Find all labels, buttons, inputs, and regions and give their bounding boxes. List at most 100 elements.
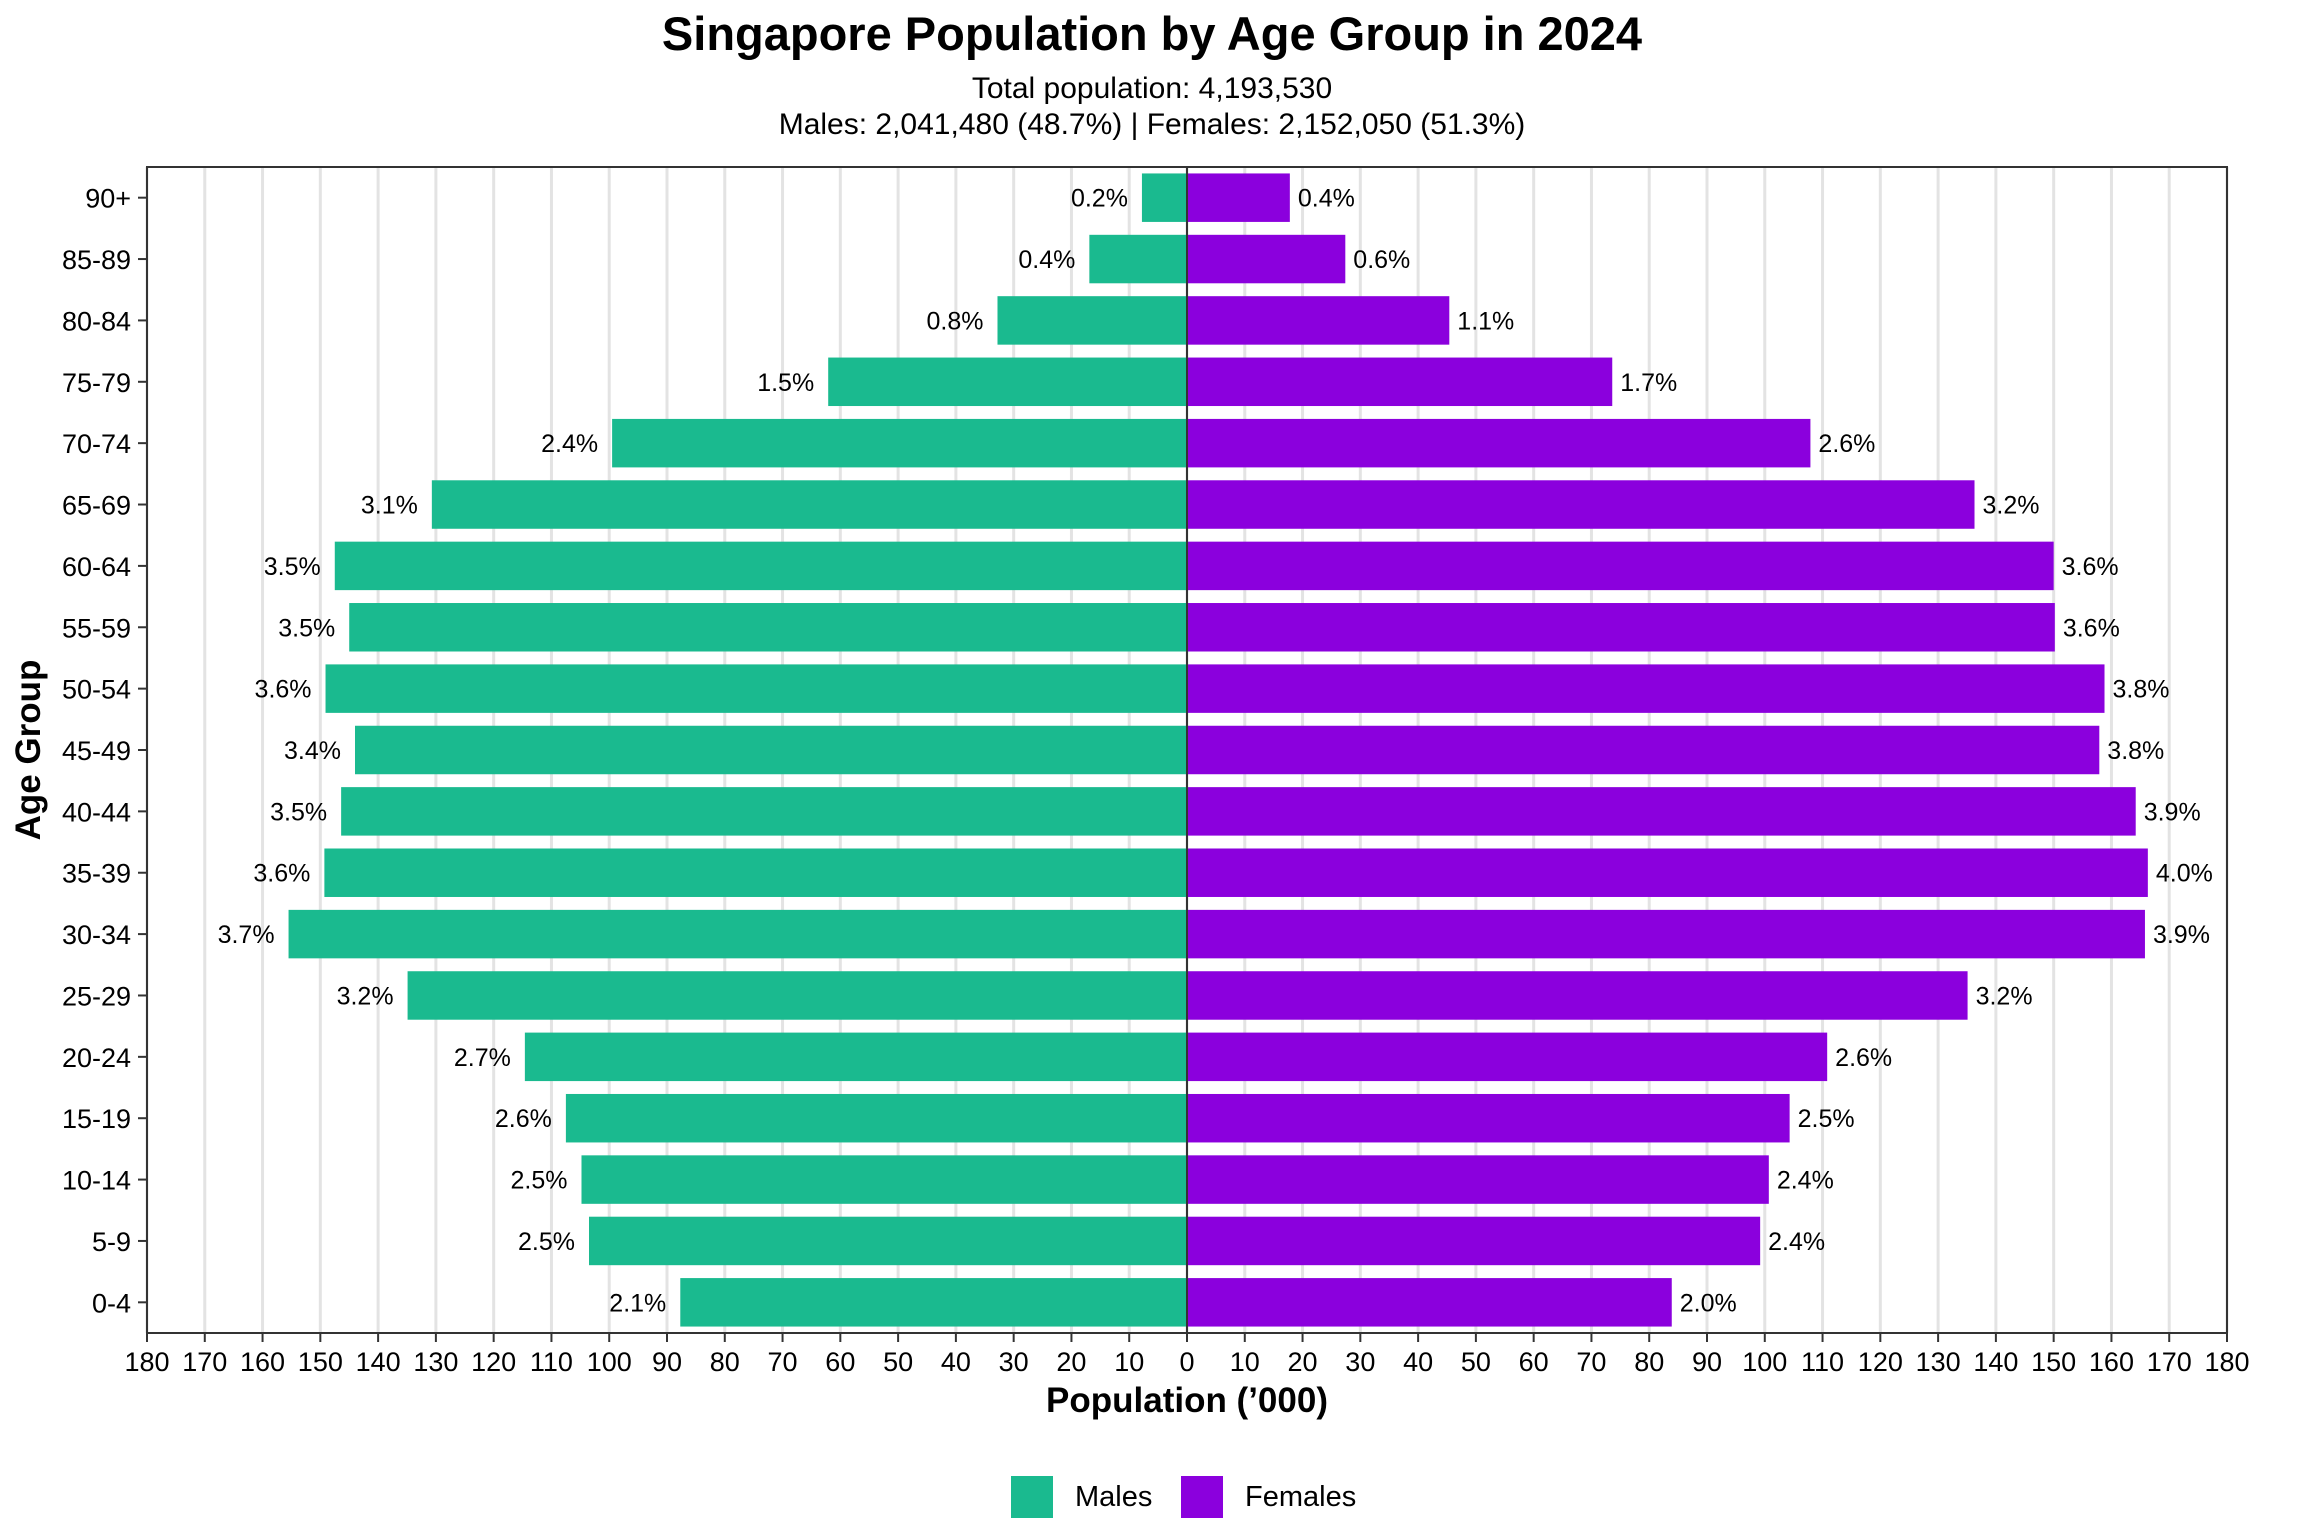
x-tick-label: 110 [530,1347,573,1377]
y-tick-label: 35-39 [62,859,131,889]
female-data-label: 0.6% [1353,246,1410,274]
male-data-label: 3.4% [284,737,341,765]
x-tick-label: 100 [1742,1347,1787,1377]
x-tick-label: 160 [240,1347,285,1377]
y-tick-label: 50-54 [62,675,131,705]
x-tick-label: 150 [2031,1347,2076,1377]
male-bar [524,1032,1187,1082]
male-data-label: 3.2% [337,982,394,1010]
female-bar [1187,234,1346,284]
x-tick-label: 10 [1230,1347,1260,1377]
female-data-label: 4.0% [2156,860,2213,888]
x-tick-label: 60 [825,1347,855,1377]
y-tick-label: 45-49 [62,736,131,766]
x-tick-label: 120 [471,1347,516,1377]
x-tick-label: 50 [883,1347,913,1377]
male-data-label: 3.5% [278,614,335,642]
female-data-label: 3.2% [1983,492,2040,520]
male-data-label: 0.8% [927,307,984,335]
x-axis-title: Population (’000) [1046,1381,1328,1420]
x-tick-label: 30 [1345,1347,1375,1377]
y-axis-title: Age Group [9,660,48,841]
female-data-label: 3.8% [2107,737,2164,765]
y-tick-label: 70-74 [62,429,131,459]
female-bar [1187,848,2148,897]
x-tick-label: 130 [1916,1347,1961,1377]
male-bar [1141,173,1187,222]
x-tick-label: 110 [1801,1347,1844,1377]
male-bar [680,1278,1187,1327]
x-tick-label: 140 [1973,1347,2018,1377]
male-bar [407,971,1188,1020]
x-tick-label: 10 [1114,1347,1144,1377]
y-tick-label: 10-14 [62,1166,131,1196]
female-data-label: 2.6% [1835,1044,1892,1072]
female-data-label: 1.1% [1457,307,1514,335]
y-tick-label: 65-69 [62,491,131,521]
female-bar [1187,480,1975,529]
y-tick-label: 55-59 [62,613,131,643]
y-tick-label: 80-84 [62,306,131,336]
female-bar [1187,418,1811,468]
male-bar [288,909,1187,959]
y-tick-label: 60-64 [62,552,131,582]
male-bar [325,664,1187,713]
x-tick-label: 90 [652,1347,682,1377]
chart-legend: Males Females [0,1474,2304,1520]
female-bar [1187,357,1613,407]
male-data-label: 2.6% [495,1105,552,1133]
x-tick-label: 180 [2204,1347,2249,1377]
female-data-label: 0.4% [1298,185,1355,213]
male-bar [589,1216,1187,1266]
female-data-label: 2.4% [1777,1167,1834,1195]
x-tick-label: 0 [1179,1347,1194,1377]
x-tick-label: 70 [1576,1347,1606,1377]
male-bar [612,418,1187,468]
x-tick-label: 80 [710,1347,740,1377]
x-tick-label: 80 [1634,1347,1664,1377]
legend-swatch-males [1011,1476,1053,1518]
female-bar [1187,603,2055,652]
x-tick-label: 180 [124,1347,169,1377]
female-data-label: 2.6% [1818,430,1875,458]
male-data-label: 3.1% [361,492,418,520]
x-tick-label: 20 [1056,1347,1086,1377]
female-bar [1187,1032,1828,1082]
male-data-label: 2.7% [454,1044,511,1072]
female-bar [1187,725,2100,775]
female-data-label: 2.4% [1768,1228,1825,1256]
female-data-label: 1.7% [1620,369,1677,397]
legend-item-females: Females [1181,1474,1356,1520]
male-data-label: 3.6% [253,860,310,888]
x-tick-label: 40 [941,1347,971,1377]
y-tick-label: 40-44 [62,797,131,827]
male-bar [828,357,1187,407]
female-bar [1187,909,2145,959]
male-bar [341,787,1188,836]
x-tick-label: 70 [768,1347,798,1377]
y-tick-label: 20-24 [62,1043,131,1073]
chart-title: Singapore Population by Age Group in 202… [661,7,1643,60]
y-tick-label: 90+ [85,184,131,214]
male-data-label: 2.1% [609,1289,666,1317]
female-data-label: 3.2% [1976,982,2033,1010]
female-bar [1187,1216,1761,1266]
male-data-label: 3.5% [270,798,327,826]
x-tick-label: 90 [1692,1347,1722,1377]
male-bar [565,1093,1187,1143]
x-tick-label: 40 [1403,1347,1433,1377]
x-tick-label: 120 [1858,1347,1903,1377]
male-data-label: 3.5% [264,553,321,581]
male-data-label: 0.2% [1071,185,1128,213]
male-data-label: 3.6% [255,676,312,704]
x-tick-label: 20 [1288,1347,1318,1377]
x-tick-label: 130 [413,1347,458,1377]
female-data-label: 2.0% [1680,1289,1737,1317]
legend-label-males: Males [1075,1480,1153,1513]
y-tick-label: 0-4 [92,1288,131,1318]
female-bar [1187,296,1450,345]
legend-item-males: Males [1011,1474,1152,1520]
male-bar [997,296,1187,345]
female-data-label: 3.9% [2144,798,2201,826]
female-data-label: 2.5% [1798,1105,1855,1133]
